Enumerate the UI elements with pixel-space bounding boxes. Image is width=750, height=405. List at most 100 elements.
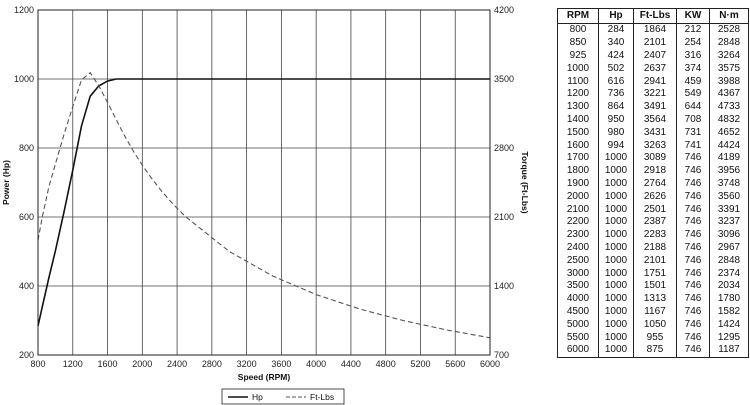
cell-hp: 1000: [598, 331, 634, 344]
cell-ftlbs: 2407: [633, 49, 677, 63]
table-row: 2200 1000 2387 746 3237: [557, 215, 749, 229]
x-tick-label: 4000: [306, 359, 326, 369]
cell-rpm: 1400: [557, 113, 599, 127]
table-row: 3500 1000 1501 746 2034: [557, 279, 749, 293]
cell-nm: 3237: [709, 215, 749, 229]
y-right-tick-label: 2800: [494, 143, 514, 153]
cell-ftlbs: 1501: [633, 279, 677, 293]
x-tick-label: 6000: [480, 359, 500, 369]
cell-hp: 994: [598, 139, 634, 152]
y-left-tick-label: 1200: [14, 5, 34, 15]
cell-nm: 3575: [709, 62, 749, 76]
cell-hp: 284: [598, 23, 634, 37]
cell-rpm: 1700: [557, 151, 599, 165]
cell-rpm: 1800: [557, 164, 599, 178]
cell-kw: 746: [676, 190, 710, 204]
cell-hp: 1000: [598, 254, 634, 268]
cell-kw: 746: [676, 177, 710, 191]
cell-nm: 1295: [709, 331, 749, 344]
cell-kw: 746: [676, 228, 710, 242]
cell-rpm: 4000: [557, 292, 599, 306]
cell-nm: 1424: [709, 318, 749, 332]
cell-kw: 746: [676, 318, 710, 332]
cell-hp: 864: [598, 100, 634, 114]
cell-kw: 746: [676, 203, 710, 216]
cell-ftlbs: 1167: [633, 305, 677, 319]
cell-hp: 950: [598, 113, 634, 127]
cell-rpm: 2400: [557, 241, 599, 255]
table-row: 1900 1000 2764 746 3748: [557, 177, 749, 191]
cell-hp: 616: [598, 75, 634, 88]
cell-kw: 746: [676, 254, 710, 268]
cell-nm: 3096: [709, 228, 749, 242]
cell-nm: 3748: [709, 177, 749, 191]
table-row: 5000 1000 1050 746 1424: [557, 318, 749, 332]
cell-ftlbs: 3564: [633, 113, 677, 127]
y-right-tick-label: 1400: [494, 281, 514, 291]
cell-ftlbs: 3491: [633, 100, 677, 114]
x-tick-label: 2000: [132, 359, 152, 369]
cell-rpm: 1200: [557, 87, 599, 101]
rpm-data-table-container: RPM Hp Ft-Lbs KW N·m 800 284 1864 212 2528 85…: [557, 8, 749, 358]
cell-nm: 3264: [709, 49, 749, 63]
cell-ftlbs: 955: [633, 331, 677, 344]
cell-nm: 4424: [709, 139, 749, 152]
y-right-tick-label: 2100: [494, 212, 514, 222]
cell-ftlbs: 3089: [633, 151, 677, 165]
cell-rpm: 1100: [557, 75, 599, 88]
table-row: 925 424 2407 316 3264: [557, 49, 749, 63]
cell-kw: 731: [676, 126, 710, 140]
cell-ftlbs: 3221: [633, 87, 677, 101]
table-row: 2000 1000 2626 746 3560: [557, 190, 749, 204]
cell-rpm: 4500: [557, 305, 599, 319]
x-tick-label: 4400: [341, 359, 361, 369]
y-right-tick-label: 3500: [494, 74, 514, 84]
cell-nm: 3956: [709, 164, 749, 178]
x-tick-label: 1200: [63, 359, 83, 369]
cell-ftlbs: 2626: [633, 190, 677, 204]
cell-ftlbs: 2637: [633, 62, 677, 76]
cell-nm: 1582: [709, 305, 749, 319]
cell-nm: 2848: [709, 254, 749, 268]
cell-nm: 3560: [709, 190, 749, 204]
x-tick-label: 3200: [237, 359, 257, 369]
cell-hp: 1000: [598, 267, 634, 280]
cell-ftlbs: 2918: [633, 164, 677, 178]
cell-hp: 340: [598, 36, 634, 50]
cell-ftlbs: 2188: [633, 241, 677, 255]
tick-labels: 800 1200 1600 2000 2400 2800 3200 3600 4000 4400 4…: [14, 5, 514, 369]
header-kw: KW: [676, 8, 710, 24]
cell-kw: 746: [676, 331, 710, 344]
y-right-tick-label: 700: [494, 350, 509, 360]
cell-nm: 4367: [709, 87, 749, 101]
cell-nm: 4652: [709, 126, 749, 140]
cell-nm: 3391: [709, 203, 749, 216]
cell-nm: 3988: [709, 75, 749, 88]
cell-rpm: 800: [557, 23, 599, 37]
table-row: 1600 994 3263 741 4424: [557, 139, 749, 152]
table-row: 5500 1000 955 746 1295: [557, 331, 749, 344]
cell-ftlbs: 2387: [633, 215, 677, 229]
header-nm: N·m: [709, 8, 749, 24]
cell-rpm: 5500: [557, 331, 599, 344]
cell-ftlbs: 2101: [633, 36, 677, 50]
y-right-tick-label: 4200: [494, 5, 514, 15]
cell-hp: 502: [598, 62, 634, 76]
power-torque-chart: 800 1200 1600 2000 2400 2800 3200 3600 4000 4400 4…: [1, 5, 530, 405]
plot-frame: [37, 9, 491, 356]
cell-nm: 2374: [709, 267, 749, 280]
cell-nm: 1780: [709, 292, 749, 306]
cell-hp: 980: [598, 126, 634, 140]
x-tick-label: 2400: [167, 359, 187, 369]
grid: [37, 9, 491, 356]
cell-rpm: 3000: [557, 267, 599, 280]
cell-ftlbs: 3431: [633, 126, 677, 140]
cell-kw: 212: [676, 23, 710, 37]
legend-label: Hp: [252, 392, 263, 402]
cell-kw: 746: [676, 305, 710, 319]
table-row: 1200 736 3221 549 4367: [557, 87, 749, 101]
cell-kw: 316: [676, 49, 710, 63]
cell-nm: 2034: [709, 279, 749, 293]
cell-hp: 1000: [598, 215, 634, 229]
x-tick-label: 800: [30, 359, 45, 369]
